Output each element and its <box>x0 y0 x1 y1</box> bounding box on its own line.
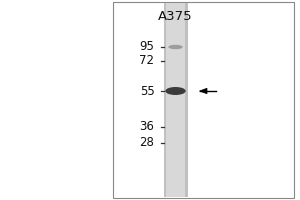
Ellipse shape <box>165 87 186 95</box>
Text: 36: 36 <box>140 120 154 134</box>
Bar <box>164 3 188 197</box>
Text: 55: 55 <box>140 85 154 98</box>
Text: 28: 28 <box>140 136 154 149</box>
Bar <box>164 3 166 197</box>
Text: A375: A375 <box>158 10 193 23</box>
Text: 72: 72 <box>140 54 154 68</box>
Text: 95: 95 <box>140 40 154 53</box>
Bar <box>185 3 188 197</box>
Polygon shape <box>200 88 207 94</box>
Ellipse shape <box>168 45 183 49</box>
Bar <box>112 2 294 198</box>
